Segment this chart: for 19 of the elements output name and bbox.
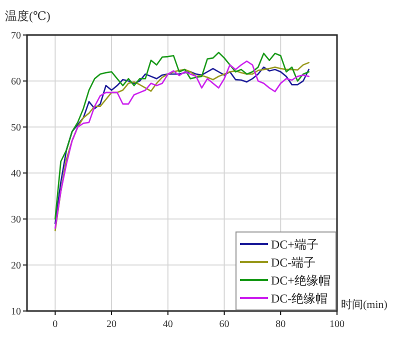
x-tick-label: 0 (52, 319, 58, 330)
y-tick-label: 40 (11, 168, 21, 180)
x-axis-title: 时间(min) (341, 298, 388, 311)
y-tick-label: 10 (11, 306, 21, 318)
legend-label: DC-端子 (271, 256, 316, 270)
x-tick-label: 40 (162, 319, 173, 330)
y-tick-label: 30 (11, 214, 21, 226)
y-axis-title: 温度(℃) (5, 9, 50, 23)
x-tick-label: 100 (330, 319, 344, 330)
legend-label: DC-绝缘帽 (271, 292, 328, 306)
x-tick-label: 60 (219, 319, 230, 330)
y-tick-label: 70 (11, 30, 21, 42)
x-tick-label: 20 (106, 319, 117, 330)
legend-label: DC+端子 (271, 238, 318, 252)
legend-label: DC+绝缘帽 (271, 274, 330, 288)
y-tick-label: 20 (11, 260, 21, 272)
y-tick-label: 60 (11, 76, 21, 88)
y-tick-label: 50 (11, 122, 21, 134)
x-tick-label: 80 (276, 319, 286, 330)
